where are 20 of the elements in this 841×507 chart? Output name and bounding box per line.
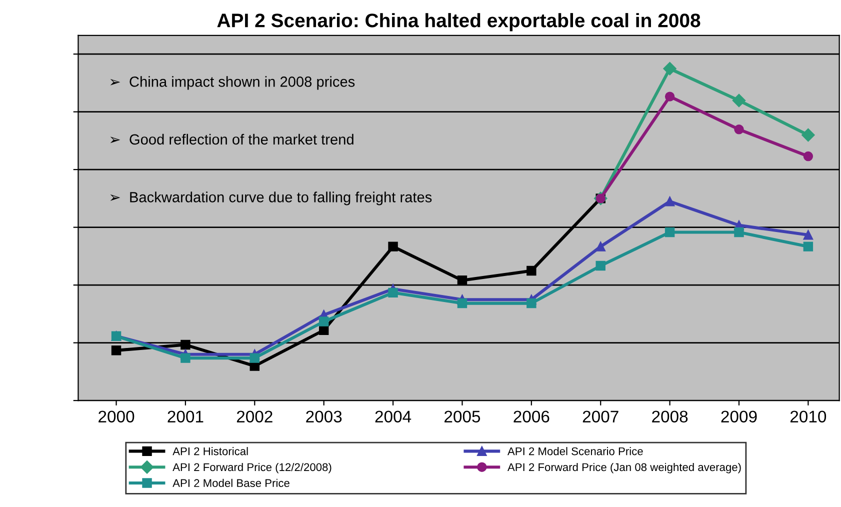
legend-label: API 2 Forward Price (12/2/2008) [172,462,332,474]
legend-label: API 2 Model Base Price [172,478,290,488]
legend-label: API 2 Historical [172,447,248,456]
x-tick-label: 2005 [444,410,480,422]
chart-title: API 2 Scenario: China halted exportable coal in 2008 [217,13,700,32]
x-tick-label: 2002 [236,410,272,422]
x-tick-label: 2009 [721,410,757,422]
x-tick-label: 2008 [652,410,688,422]
annotation: ➢ Good reflection of the market trend [110,134,354,145]
annotation: ➢ Backwardation curve due to falling freight rates [110,192,432,206]
annotation: ➢ China impact shown in 2008 prices [110,76,355,90]
legend-label: API 2 Forward Price (Jan 08 weighted average) [507,462,741,474]
x-tick-label: 2004 [375,410,412,422]
legend-label: API 2 Model Scenario Price [507,447,643,456]
x-tick-label: 2000 [98,410,134,422]
x-tick-label: 2001 [168,410,204,422]
x-tick-label: 2003 [306,410,342,422]
x-tick-label: 2006 [514,410,550,422]
x-tick-label: 2007 [582,410,618,422]
x-tick-label: 2010 [790,410,826,422]
